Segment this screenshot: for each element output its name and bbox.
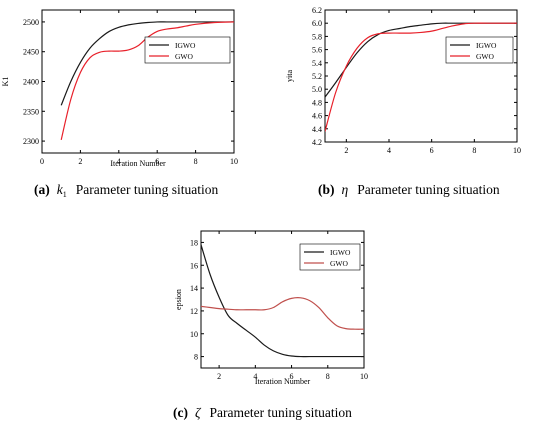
caption-tag: (a): [34, 182, 50, 197]
series-line-gwo: [325, 22, 517, 132]
x-tick-label: 8: [194, 157, 198, 166]
y-tick-label: 4.6: [312, 112, 322, 121]
x-tick-label: 4: [253, 372, 257, 381]
caption-symbol: k: [57, 182, 64, 197]
y-axis-label: epsion: [174, 289, 183, 310]
series-line-gwo: [201, 297, 364, 330]
x-tick-label: 6: [290, 372, 294, 381]
x-tick-label: 6: [430, 146, 434, 155]
x-tick-label: 2: [217, 372, 221, 381]
y-tick-label: 4.2: [312, 138, 322, 147]
x-axis-label: Iteration Number: [255, 377, 311, 386]
y-tick-label: 5.2: [312, 72, 322, 81]
legend-box: [445, 36, 514, 64]
y-tick-label: 18: [190, 238, 198, 247]
caption-tag: (c): [173, 405, 188, 420]
caption-symbol: η: [342, 182, 349, 197]
y-tick-label: 4.8: [312, 98, 322, 107]
y-tick-label: 6.0: [312, 19, 322, 28]
legend-label: GWO: [330, 259, 348, 268]
x-tick-label: 4: [387, 146, 391, 155]
legend-box: [144, 36, 231, 64]
y-tick-label: 4.4: [312, 125, 322, 134]
legend-label: IGWO: [476, 41, 497, 50]
y-tick-label: 5.0: [312, 85, 322, 94]
legend-label: IGWO: [330, 248, 351, 257]
y-tick-label: 2450: [23, 48, 39, 57]
x-tick-label: 6: [155, 157, 159, 166]
plot-frame: [200, 230, 365, 369]
x-tick-label: 10: [230, 157, 238, 166]
caption-text: Parameter tuning situation: [76, 182, 219, 197]
chart-a: 0 2 4 6 8 10 2300 2350 2400 2450 2500 K1 Iteration N…: [1, 9, 238, 168]
y-tick-label: 14: [190, 284, 198, 293]
y-tick-label: 2350: [23, 107, 39, 116]
y-tick-label: 5.8: [312, 32, 322, 41]
x-tick-label: 8: [326, 372, 330, 381]
y-tick-label: 12: [190, 307, 198, 316]
legend-box: [299, 243, 361, 271]
series-line-igwo: [201, 244, 364, 358]
series-line-gwo: [60, 21, 234, 141]
legend-label: GWO: [175, 52, 193, 61]
y-tick-label: 5.4: [312, 59, 322, 68]
y-tick-label: 2400: [23, 78, 39, 87]
y-tick-label: 6.2: [312, 6, 322, 15]
y-tick-label: 5.6: [312, 46, 322, 55]
legend-label: IGWO: [175, 41, 196, 50]
y-tick-label: 8: [194, 353, 198, 362]
plot-frame: [324, 9, 518, 143]
x-tick-label: 2: [78, 157, 82, 166]
chart-b: 2 4 6 8 10 4.2 4.4 4.6 4.8 5.0 5.2 5.4 5.6 5.8 6.0 6.2 y…: [285, 6, 521, 155]
caption-a: (a) k1 Parameter tuning situation: [34, 182, 218, 199]
series-line-igwo: [325, 22, 517, 98]
x-tick-label: 10: [360, 372, 368, 381]
chart-c: 2 4 6 8 10 8 10 12 14 16 18 epsion Iteration Number I…: [174, 230, 368, 386]
caption-text: Parameter tuning situation: [209, 405, 352, 420]
series-line-igwo: [60, 21, 234, 106]
x-tick-label: 10: [513, 146, 521, 155]
y-axis-label: K1: [1, 77, 10, 87]
y-tick-label: 16: [190, 261, 198, 270]
caption-c: (c) ζ Parameter tuning situation: [173, 405, 352, 420]
y-tick-label: 10: [190, 330, 198, 339]
caption-text: Parameter tuning situation: [357, 182, 500, 197]
y-tick-label: 2500: [23, 18, 39, 27]
x-tick-label: 4: [117, 157, 121, 166]
x-tick-label: 0: [40, 157, 44, 166]
x-axis-label: Iteration Number: [110, 159, 166, 168]
y-tick-label: 2300: [23, 137, 39, 146]
y-axis-label: yita: [285, 70, 294, 82]
x-tick-label: 2: [344, 146, 348, 155]
caption-symbol: ζ: [195, 405, 202, 420]
caption-subscript: 1: [63, 190, 67, 199]
x-tick-label: 8: [472, 146, 476, 155]
caption-tag: (b): [318, 182, 335, 197]
legend-label: GWO: [476, 52, 494, 61]
caption-b: (b) η Parameter tuning situation: [318, 182, 500, 197]
